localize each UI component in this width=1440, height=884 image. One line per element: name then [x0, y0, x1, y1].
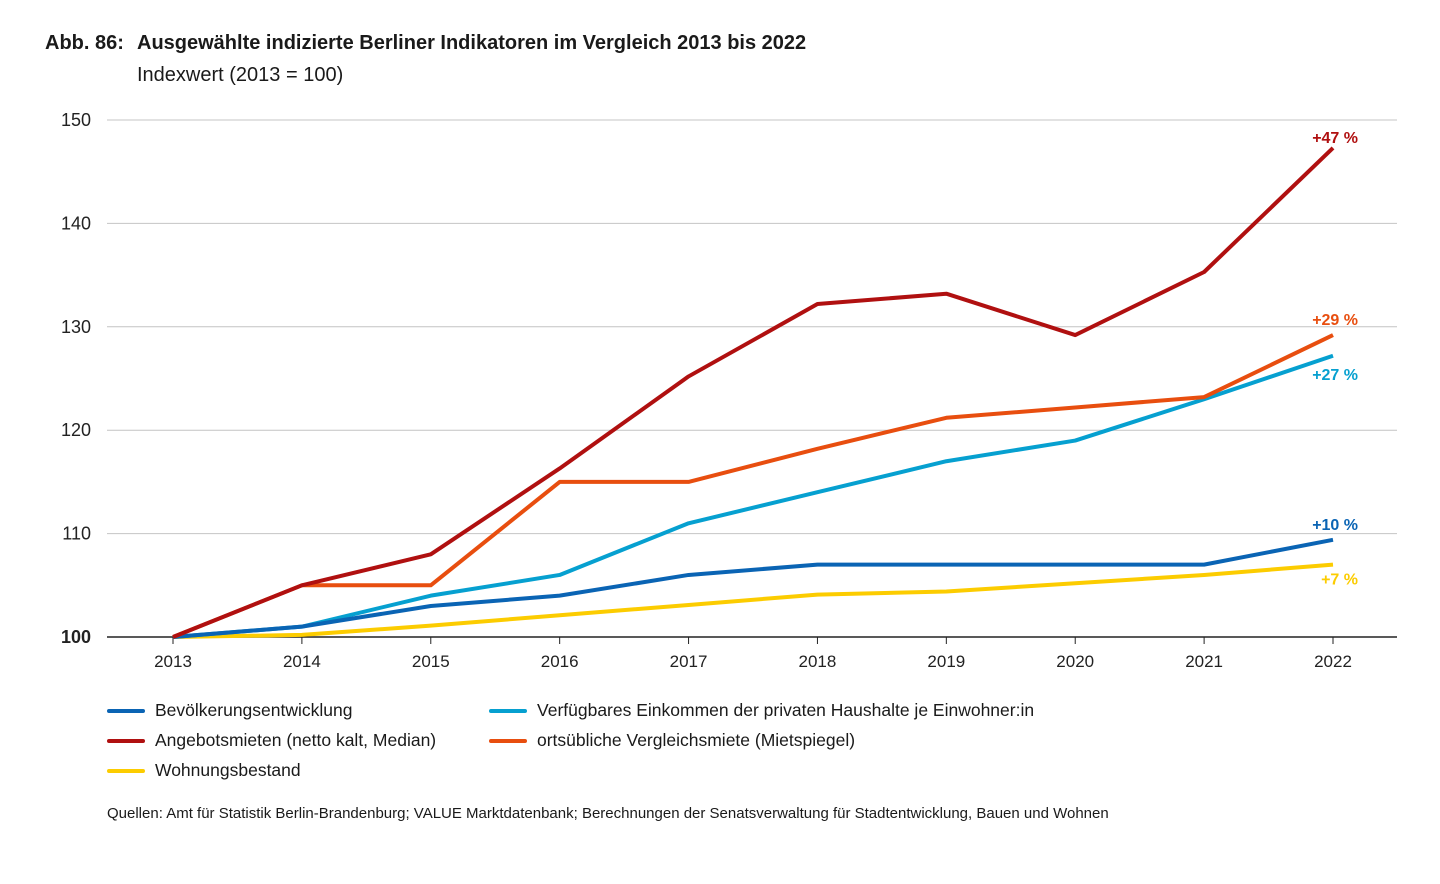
end-label: +27 % — [1312, 367, 1358, 384]
figure-number: Abb. 86: — [45, 32, 124, 54]
x-tick-label: 2022 — [1314, 652, 1352, 671]
series-line — [172, 537, 1334, 639]
y-tick-label: 100 — [61, 627, 91, 647]
x-tick-label: 2016 — [541, 652, 579, 671]
legend-swatch — [107, 738, 145, 743]
x-tick-label: 2017 — [670, 652, 708, 671]
legend-swatch — [107, 768, 145, 773]
legend-swatch — [107, 708, 145, 713]
source-note: Quellen: Amt für Statistik Berlin-Brande… — [107, 805, 1109, 822]
x-tick-label: 2015 — [412, 652, 450, 671]
legend-label: Verfügbares Einkommen der privaten Haush… — [537, 700, 1035, 720]
end-label: +10 % — [1312, 517, 1358, 534]
chart-subtitle: Indexwert (2013 = 100) — [137, 64, 344, 86]
legend-label: ortsübliche Vergleichsmiete (Mietspiegel… — [537, 730, 856, 750]
title-text: Ausgewählte indizierte Berliner Indikato… — [137, 32, 807, 54]
legend-swatch — [489, 708, 527, 713]
x-tick-label: 2013 — [154, 652, 192, 671]
legend-item: ortsübliche Vergleichsmiete (Mietspiegel… — [489, 730, 855, 751]
y-tick-label: 150 — [61, 110, 91, 130]
series-line — [172, 562, 1334, 639]
end-label: +29 % — [1312, 312, 1358, 329]
chart-title: Abb. 86: Ausgewählte indizierte Berliner … — [45, 32, 806, 55]
legend-label: Wohnungsbestand — [155, 760, 301, 780]
legend-item: Wohnungsbestand — [107, 760, 301, 781]
x-tick-label: 2018 — [799, 652, 837, 671]
y-tick-label: 140 — [61, 213, 91, 233]
y-tick-label: 110 — [62, 524, 91, 544]
x-tick-label: 2019 — [927, 652, 965, 671]
end-label: +7 % — [1321, 572, 1358, 589]
series-line — [172, 333, 1334, 639]
legend-item: Verfügbares Einkommen der privaten Haush… — [489, 700, 1034, 721]
legend-swatch — [489, 738, 527, 743]
series-line — [172, 353, 1334, 639]
legend-label: Angebotsmieten (netto kalt, Median) — [155, 730, 437, 750]
x-tick-label: 2014 — [283, 652, 321, 671]
legend-item: Angebotsmieten (netto kalt, Median) — [107, 730, 436, 751]
y-tick-label: 120 — [61, 420, 91, 440]
legend-item: Bevölkerungsentwicklung — [107, 700, 352, 721]
x-tick-label: 2020 — [1056, 652, 1094, 671]
legend-label: Bevölkerungsentwicklung — [155, 700, 353, 720]
x-tick-label: 2021 — [1185, 652, 1223, 671]
series-line — [172, 146, 1335, 639]
y-tick-label: 130 — [61, 317, 91, 337]
end-label: +47 % — [1312, 130, 1358, 147]
